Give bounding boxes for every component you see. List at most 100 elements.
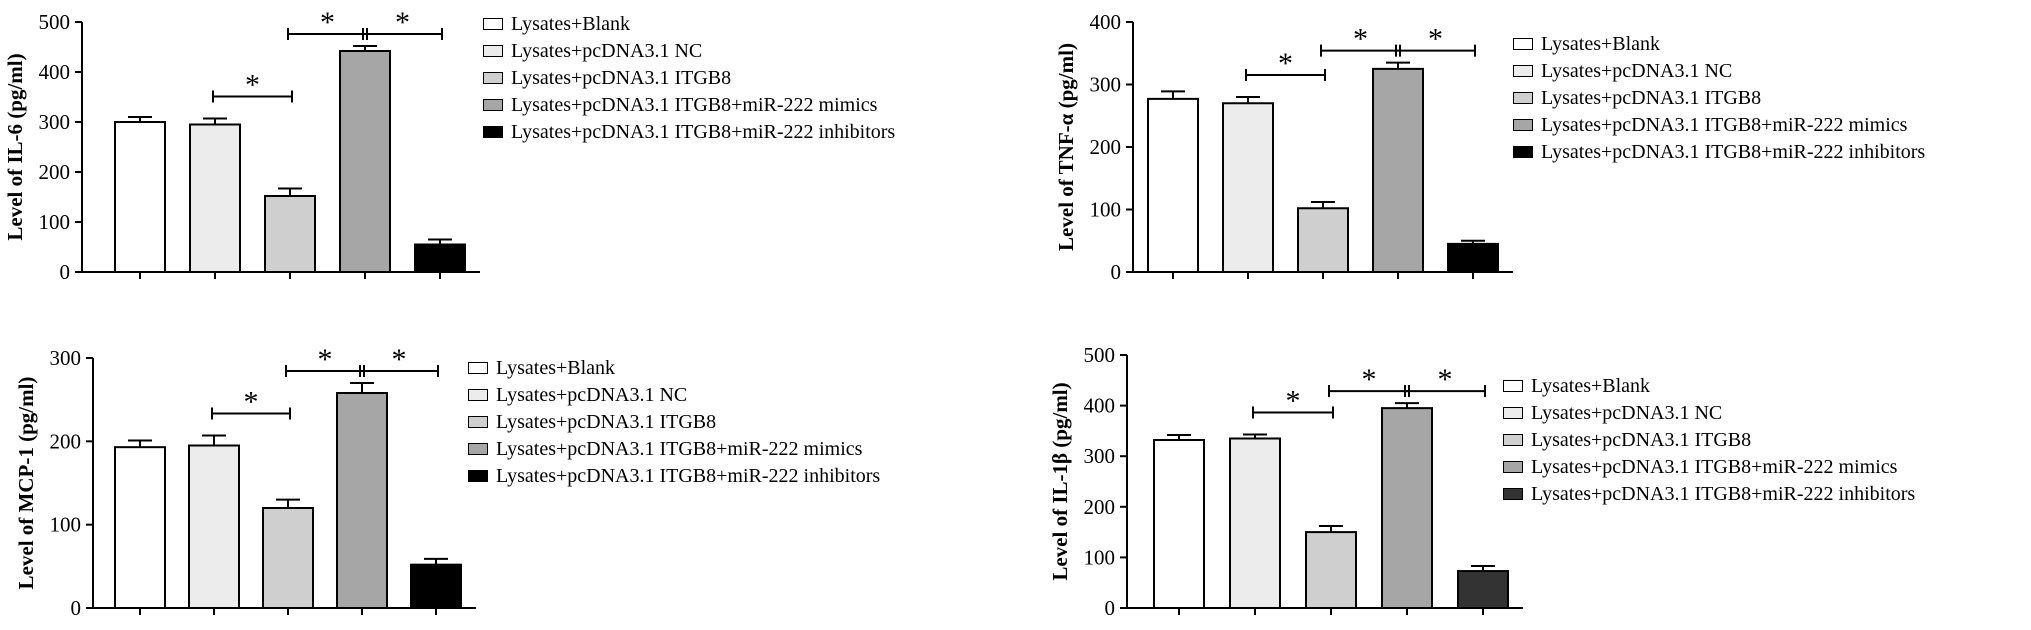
legend-item: Lysates+pcDNA3.1 ITGB8 xyxy=(468,408,880,435)
y-tick-label: 0 xyxy=(1111,260,1122,284)
significance-star: * xyxy=(1362,363,1377,396)
legend-item: Lysates+pcDNA3.1 ITGB8+miR-222 mimics xyxy=(468,435,880,462)
significance-bracket xyxy=(1245,69,1326,81)
y-tick-label: 300 xyxy=(1084,444,1116,468)
legend-label: Lysates+pcDNA3.1 ITGB8+miR-222 inhibitor… xyxy=(1531,482,1916,505)
legend-swatch xyxy=(468,442,488,455)
legend-item: Lysates+pcDNA3.1 ITGB8+miR-222 mimics xyxy=(1513,111,1925,138)
legend-item: Lysates+Blank xyxy=(1503,372,1915,399)
legend-item: Lysates+pcDNA3.1 ITGB8 xyxy=(1513,84,1925,111)
legend-3: Lysates+Blank Lysates+pcDNA3.1 NC Lysates+… xyxy=(468,354,880,489)
legend-swatch xyxy=(468,361,488,374)
legend-item: Lysates+Blank xyxy=(483,10,895,37)
legend-label: Lysates+pcDNA3.1 NC xyxy=(1531,401,1723,424)
legend-item: Lysates+pcDNA3.1 ITGB8 xyxy=(1503,426,1915,453)
bar-4 xyxy=(336,392,388,609)
y-tick-label: 200 xyxy=(39,160,71,184)
legend-item: Lysates+pcDNA3.1 ITGB8+miR-222 inhibitor… xyxy=(1503,480,1915,507)
y-tick-label: 300 xyxy=(50,346,82,370)
significance-bracket xyxy=(211,407,291,420)
y-tick-label: 200 xyxy=(1090,135,1122,159)
bar-4 xyxy=(339,50,391,273)
significance-star: * xyxy=(320,6,335,39)
bar-2 xyxy=(189,123,241,273)
legend-label: Lysates+pcDNA3.1 NC xyxy=(1541,59,1733,82)
legend-swatch xyxy=(1503,460,1523,473)
y-tick-label: 200 xyxy=(50,429,82,453)
y-tick-label: 100 xyxy=(1090,198,1122,222)
legend-label: Lysates+pcDNA3.1 ITGB8+miR-222 mimics xyxy=(1531,455,1898,478)
bar-1 xyxy=(1147,97,1199,273)
legend-swatch xyxy=(1503,406,1523,419)
y-tick-label: 500 xyxy=(39,10,71,34)
y-tick-label: 100 xyxy=(1084,545,1116,569)
y-axis-label: Level of IL-1β (pg/ml) xyxy=(1048,382,1072,580)
legend-swatch xyxy=(1513,145,1533,158)
legend-item: Lysates+pcDNA3.1 ITGB8+miR-222 mimics xyxy=(1503,453,1915,480)
legend-swatch xyxy=(468,415,488,428)
legend-item: Lysates+pcDNA3.1 ITGB8+miR-222 inhibitor… xyxy=(483,118,895,145)
significance-star: * xyxy=(1278,47,1293,80)
legend-label: Lysates+Blank xyxy=(1531,374,1651,397)
legend-label: Lysates+pcDNA3.1 ITGB8+miR-222 mimics xyxy=(1541,113,1908,136)
legend-label: Lysates+pcDNA3.1 ITGB8+miR-222 mimics xyxy=(496,437,863,460)
significance-bracket xyxy=(1404,385,1486,398)
significance-star: * xyxy=(244,386,259,419)
y-tick-label: 300 xyxy=(39,110,71,134)
y-tick-label: 500 xyxy=(1084,343,1116,367)
y-axis-label: Level of TNF-α (pg/ml) xyxy=(1054,43,1078,251)
legend-swatch xyxy=(483,17,503,30)
legend-2: Lysates+Blank Lysates+pcDNA3.1 NC Lysates+… xyxy=(1513,30,1925,165)
legend-swatch xyxy=(468,469,488,482)
bar-2 xyxy=(1229,437,1281,609)
legend-item: Lysates+pcDNA3.1 ITGB8 xyxy=(483,64,895,91)
significance-star: * xyxy=(1438,363,1453,396)
legend-label: Lysates+pcDNA3.1 ITGB8 xyxy=(496,410,717,433)
significance-star: * xyxy=(1428,23,1443,56)
significance-star: * xyxy=(1286,384,1301,417)
legend-label: Lysates+pcDNA3.1 ITGB8+miR-222 inhibitor… xyxy=(511,120,896,143)
legend-swatch xyxy=(483,98,503,111)
bar-3 xyxy=(264,195,316,273)
legend-4: Lysates+Blank Lysates+pcDNA3.1 NC Lysates+… xyxy=(1503,372,1915,507)
legend-swatch xyxy=(1513,91,1533,104)
legend-label: Lysates+Blank xyxy=(496,356,616,379)
bar-1 xyxy=(114,446,166,609)
y-axis-label: Level of IL-6 (pg/ml) xyxy=(3,53,27,240)
significance-star: * xyxy=(1353,23,1368,56)
legend-swatch xyxy=(483,44,503,57)
significance-star: * xyxy=(395,6,410,39)
legend-label: Lysates+pcDNA3.1 ITGB8+miR-222 inhibitor… xyxy=(1541,140,1926,163)
legend-item: Lysates+Blank xyxy=(468,354,880,381)
legend-item: Lysates+pcDNA3.1 ITGB8+miR-222 inhibitor… xyxy=(1513,138,1925,165)
y-axis-label: Level of MCP-1 (pg/ml) xyxy=(14,377,38,590)
legend-label: Lysates+pcDNA3.1 ITGB8+miR-222 inhibitor… xyxy=(496,464,881,487)
y-tick-label: 100 xyxy=(50,513,82,537)
legend-label: Lysates+pcDNA3.1 ITGB8+miR-222 mimics xyxy=(511,93,878,116)
legend-swatch xyxy=(483,125,503,138)
significance-bracket xyxy=(212,90,293,103)
legend-label: Lysates+pcDNA3.1 ITGB8 xyxy=(1541,86,1762,109)
legend-label: Lysates+pcDNA3.1 ITGB8 xyxy=(511,66,732,89)
legend-item: Lysates+pcDNA3.1 ITGB8+miR-222 mimics xyxy=(483,91,895,118)
bar-4 xyxy=(1381,407,1433,609)
legend-label: Lysates+pcDNA3.1 NC xyxy=(511,39,703,62)
y-tick-label: 0 xyxy=(71,596,82,620)
legend-swatch xyxy=(1503,379,1523,392)
significance-bracket xyxy=(1395,44,1476,57)
y-tick-label: 400 xyxy=(1090,10,1122,34)
legend-item: Lysates+pcDNA3.1 NC xyxy=(1513,57,1925,84)
legend-swatch xyxy=(1503,433,1523,446)
bar-5 xyxy=(1457,570,1509,610)
legend-item: Lysates+pcDNA3.1 NC xyxy=(1503,399,1915,426)
legend-label: Lysates+Blank xyxy=(1541,32,1661,55)
legend-swatch xyxy=(1503,487,1523,500)
y-tick-label: 100 xyxy=(39,210,71,234)
bar-3 xyxy=(1305,531,1357,609)
legend-item: Lysates+Blank xyxy=(1513,30,1925,57)
legend-label: Lysates+Blank xyxy=(511,12,631,35)
legend-swatch xyxy=(483,71,503,84)
